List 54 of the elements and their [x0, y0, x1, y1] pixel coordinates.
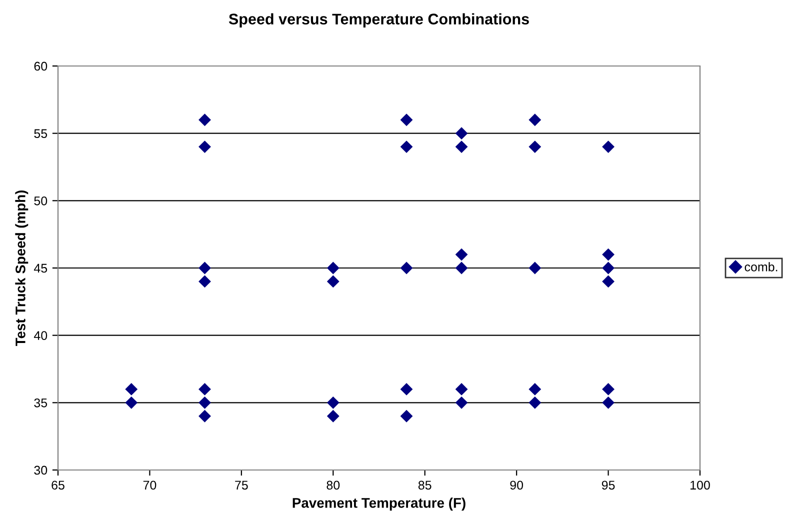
point — [326, 262, 340, 274]
point — [602, 262, 614, 274]
point — [528, 382, 542, 396]
y-tick-label: 35 — [34, 398, 48, 408]
point — [400, 140, 413, 154]
y-tick-label: 55 — [34, 129, 48, 138]
point — [455, 248, 468, 261]
point — [602, 396, 614, 409]
point — [528, 396, 542, 409]
x-tick-label: 65 — [52, 480, 64, 490]
point — [198, 396, 211, 409]
point — [400, 262, 413, 274]
point — [528, 140, 542, 154]
point — [326, 396, 340, 409]
point — [455, 396, 468, 409]
point — [455, 262, 468, 274]
point — [198, 140, 211, 154]
x-tick-label: 70 — [143, 480, 156, 490]
point — [198, 275, 211, 288]
point — [198, 114, 211, 126]
point — [326, 275, 340, 288]
point — [455, 382, 468, 396]
point — [455, 140, 468, 154]
y-axis-title: Test Truck Speed (mph) — [15, 190, 28, 346]
point — [198, 262, 211, 274]
y-tick-label: 40 — [34, 331, 48, 340]
point — [400, 410, 413, 422]
point — [528, 262, 542, 274]
y-tick-label: 60 — [34, 62, 48, 71]
point — [602, 140, 614, 154]
point — [198, 382, 211, 396]
y-tick-label: 50 — [34, 196, 48, 206]
point — [602, 382, 614, 396]
x-tick-label: 75 — [235, 480, 248, 490]
point — [125, 382, 138, 396]
point — [528, 114, 542, 126]
x-tick-label: 90 — [510, 480, 524, 490]
x-axis-title: Pavement Temperature (F) — [292, 498, 466, 511]
point — [602, 275, 614, 288]
y-tick-label: 30 — [34, 466, 48, 475]
x-tick-label: 95 — [602, 480, 615, 490]
x-tick-label: 80 — [326, 480, 340, 490]
point — [400, 382, 413, 396]
point — [455, 127, 468, 140]
chart-title: Speed versus Temperature Combinations — [228, 13, 529, 28]
x-tick-label: 85 — [418, 480, 432, 490]
point — [198, 410, 211, 422]
x-tick-label: 100 — [690, 480, 710, 490]
legend-label: comb. — [744, 262, 778, 272]
point — [125, 396, 138, 409]
point — [400, 114, 413, 126]
y-tick-label: 45 — [34, 264, 48, 273]
point — [602, 248, 614, 261]
point — [326, 410, 340, 422]
